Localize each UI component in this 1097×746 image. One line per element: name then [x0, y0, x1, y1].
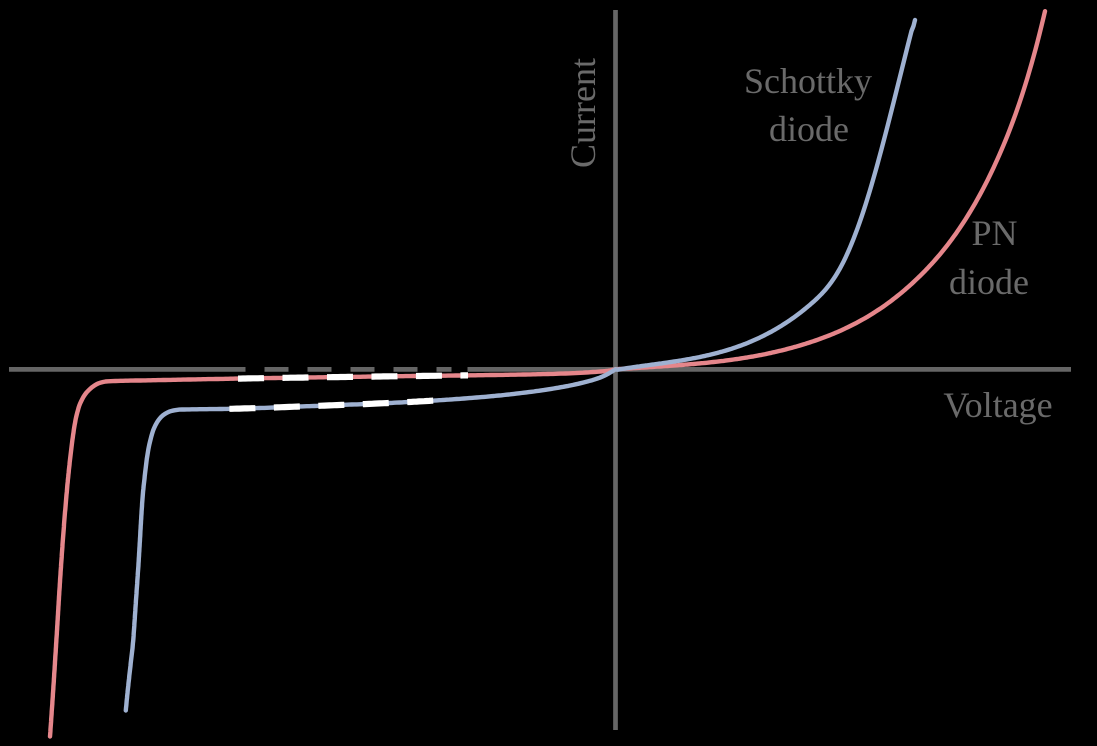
svg-text:diode: diode [949, 262, 1029, 302]
svg-text:Current: Current [563, 58, 603, 168]
svg-text:PN: PN [971, 213, 1017, 253]
svg-text:Schottky: Schottky [744, 61, 872, 101]
svg-text:Voltage: Voltage [943, 385, 1052, 425]
svg-text:diode: diode [769, 109, 849, 149]
